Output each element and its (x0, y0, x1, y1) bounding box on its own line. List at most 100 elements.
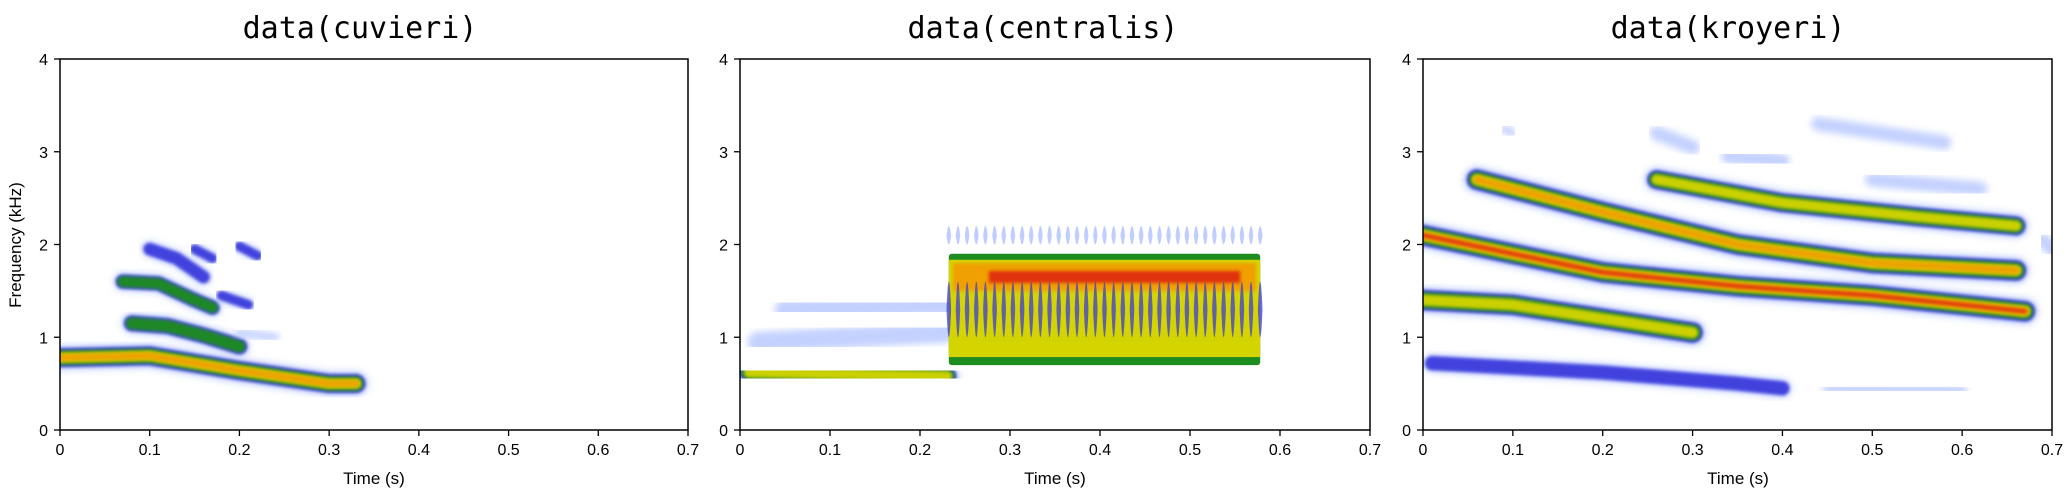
harmonic-band (774, 294, 958, 320)
band-layer (1423, 233, 2028, 314)
pulse-mark (1175, 281, 1181, 338)
pulse-mark (1175, 225, 1181, 245)
axis-ticks: 0 0.1 0.2 0.3 0.4 0.5 0.6 0.7 0 1 2 3 4 (1402, 52, 2063, 459)
x-axis-label: Time (s) (1024, 469, 1086, 488)
x-tick-label: 0.5 (1861, 442, 1883, 459)
harmonic-band (121, 313, 250, 357)
band-layer (743, 367, 953, 382)
x-tick-label: 0.6 (1951, 442, 1973, 459)
x-tick-label: 0.4 (408, 442, 430, 459)
pulse-mark (1065, 225, 1071, 245)
y-tick-label: 1 (1402, 330, 1411, 347)
harmonic-band (141, 240, 212, 286)
pulse-mark (1203, 225, 1208, 245)
panel-kroyeri: data(kroyeri) 0 0.1 0.2 0.3 0.4 0.5 0.6 0.7 0 1 2 3… (1402, 11, 2063, 488)
y-axis-label: Frequency (kHz) (6, 182, 25, 308)
panel-cuvieri: data(cuvieri) 0 0.1 0.2 0.3 0.4 0.5 0.6 0.7 0 1 2 3… (6, 11, 699, 488)
pulse-mark (983, 225, 988, 245)
harmonic-band (113, 272, 222, 317)
band-layer (747, 322, 958, 353)
pulse-mark (1129, 281, 1135, 338)
band-layer (1499, 124, 1517, 138)
pulse-mark (1184, 225, 1190, 245)
pulse-mark (1083, 281, 1089, 338)
pulse-mark (1230, 281, 1235, 338)
axis-ticks: 0 0.1 0.2 0.3 0.4 0.5 0.6 0.7 0 1 2 3 4 (719, 52, 1381, 459)
y-tick-label: 3 (719, 145, 728, 162)
band-layer (774, 294, 958, 320)
x-tick-label: 0.2 (1592, 442, 1614, 459)
pulse-mark (1138, 225, 1144, 245)
pulse-mark (1028, 225, 1034, 245)
pulse-mark (1221, 225, 1226, 245)
pulse-mark (1120, 281, 1126, 338)
pulse-mark (1166, 225, 1171, 245)
harmonic-band (1822, 383, 1968, 396)
pulse-mark (1257, 281, 1263, 338)
pulse-mark (1230, 225, 1235, 245)
x-tick-label: 0.5 (1179, 442, 1201, 459)
band-layer (117, 276, 218, 314)
pulse-mark (992, 281, 997, 338)
pulse-mark (1074, 225, 1080, 245)
band-layer (60, 352, 360, 388)
harmonic-band (2035, 232, 2052, 257)
band-layer (1811, 116, 1952, 150)
pulse-mark (1010, 225, 1016, 245)
x-tick-label: 0 (1419, 442, 1428, 459)
harmonic-band (1423, 354, 1792, 398)
pulse-mark (974, 225, 979, 245)
y-tick-label: 1 (39, 330, 48, 347)
pulse-mark (1148, 225, 1153, 245)
x-tick-label: 0.7 (677, 442, 699, 459)
pulse-mark (1111, 281, 1116, 338)
pulse-mark (1248, 281, 1254, 338)
pulse-mark (1157, 225, 1162, 245)
pulse-mark (1102, 281, 1107, 338)
harmonic-band (1811, 116, 1952, 150)
pulse-mark (1019, 225, 1025, 245)
pulse-mark (1047, 281, 1052, 338)
harmonic-band (188, 243, 219, 265)
pulse-mark (1019, 281, 1025, 338)
harmonic-band (235, 328, 280, 342)
pulse-mark (1102, 225, 1107, 245)
x-tick-label: 0.4 (1771, 442, 1793, 459)
pulse-mark (1001, 281, 1006, 338)
pulse-mark (1212, 225, 1217, 245)
pulse-mark (955, 281, 961, 338)
band-layer (216, 290, 254, 310)
pulse-mark (1038, 225, 1043, 245)
pulse-mark (1239, 281, 1245, 338)
x-tick-label: 0.5 (497, 442, 519, 459)
pulse-mark (1111, 225, 1116, 245)
harmonic-band (1423, 286, 1706, 346)
band-layer (235, 328, 280, 342)
pulse-mark (974, 281, 979, 338)
y-tick-label: 3 (1402, 145, 1411, 162)
pulse-mark (1203, 281, 1208, 338)
x-tick-label: 0.6 (1269, 442, 1291, 459)
band-layer (234, 241, 263, 261)
x-axis-label: Time (s) (1707, 469, 1769, 488)
pulse-mark (1056, 281, 1061, 338)
band-layer (189, 244, 218, 264)
x-tick-label: 0.7 (1359, 442, 1381, 459)
y-tick-label: 3 (39, 145, 48, 162)
y-tick-label: 4 (1402, 52, 1411, 69)
harmonic-band (1649, 126, 1700, 155)
x-tick-label: 0.7 (2041, 442, 2063, 459)
harmonic-band (1644, 167, 2029, 239)
x-tick-label: 0.3 (318, 442, 340, 459)
band-layer (1721, 149, 1790, 169)
spectrogram-heatmap (1423, 116, 2052, 398)
panel-centralis: data(centralis) 0 0.1 0.2 0.3 0.4 0.5 0.6 0.7 0 1… (719, 11, 1381, 488)
harmonic-band (740, 360, 960, 389)
pulse-mark (1212, 281, 1217, 338)
pulse-mark (964, 281, 970, 338)
pulse-mark (1028, 281, 1034, 338)
x-tick-label: 0.6 (587, 442, 609, 459)
x-tick-label: 0.2 (909, 442, 931, 459)
pulse-mark (1184, 281, 1190, 338)
